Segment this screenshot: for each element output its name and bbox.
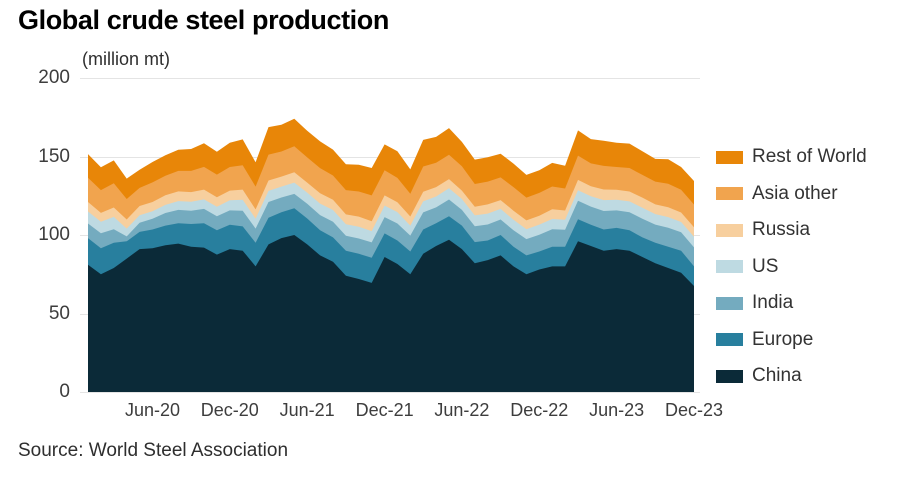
legend-swatch-russia xyxy=(716,223,743,237)
legend-item-europe: Europe xyxy=(716,329,867,351)
gridline-200 xyxy=(80,78,700,79)
legend-label: US xyxy=(752,255,779,277)
legend-swatch-india xyxy=(716,296,743,310)
x-tick-label-jun-21: Jun-21 xyxy=(279,400,335,420)
x-tick-label-jun-22: Jun-22 xyxy=(434,400,490,420)
legend-swatch-china xyxy=(716,369,743,383)
y-tick-label-200: 200 xyxy=(38,67,70,88)
y-axis-units-label: (million mt) xyxy=(82,49,170,69)
x-tick-label-dec-21: Dec-21 xyxy=(355,400,414,420)
y-tick-label-150: 150 xyxy=(38,145,70,167)
legend-label: China xyxy=(752,365,802,386)
legend-item-rest-of-world: Rest of World xyxy=(716,146,867,168)
legend-item-us: US xyxy=(716,256,867,278)
gridline-0 xyxy=(80,392,700,393)
legend-label: Rest of World xyxy=(752,146,867,167)
x-tick-label-dec-23: Dec-23 xyxy=(664,400,724,420)
area-series-china xyxy=(88,235,694,392)
stacked-area-plot xyxy=(88,118,694,392)
legend-swatch-asia-other xyxy=(716,187,743,200)
legend-item-asia-other: Asia other xyxy=(716,183,867,205)
legend-item-russia: Russia xyxy=(716,219,867,241)
legend-item-china: China xyxy=(716,365,867,387)
legend-swatch-us xyxy=(716,260,743,273)
legend-swatch-europe xyxy=(716,333,743,346)
legend-label: Russia xyxy=(752,219,811,240)
x-tick-label-jun-23: Jun-23 xyxy=(589,400,645,420)
source-note: Source: World Steel Association xyxy=(18,440,289,461)
legend: Rest of World Asia other Russia US India Euro… xyxy=(716,146,867,402)
y-tick-label-100: 100 xyxy=(38,224,70,245)
x-tick-label-jun-20: Jun-20 xyxy=(124,400,181,420)
y-tick-label-50: 50 xyxy=(48,302,70,324)
x-tick-label-dec-22: Dec-22 xyxy=(510,400,569,420)
legend-swatch-rest-of-world xyxy=(716,150,743,164)
y-tick-label-0: 0 xyxy=(59,381,70,402)
legend-label: India xyxy=(752,292,794,313)
chart-title: Global crude steel production xyxy=(18,5,389,35)
legend-item-india: India xyxy=(716,292,867,314)
x-tick-label-dec-20: Dec-20 xyxy=(200,400,259,420)
legend-label: Europe xyxy=(752,328,814,350)
legend-label: Asia other xyxy=(752,182,838,204)
